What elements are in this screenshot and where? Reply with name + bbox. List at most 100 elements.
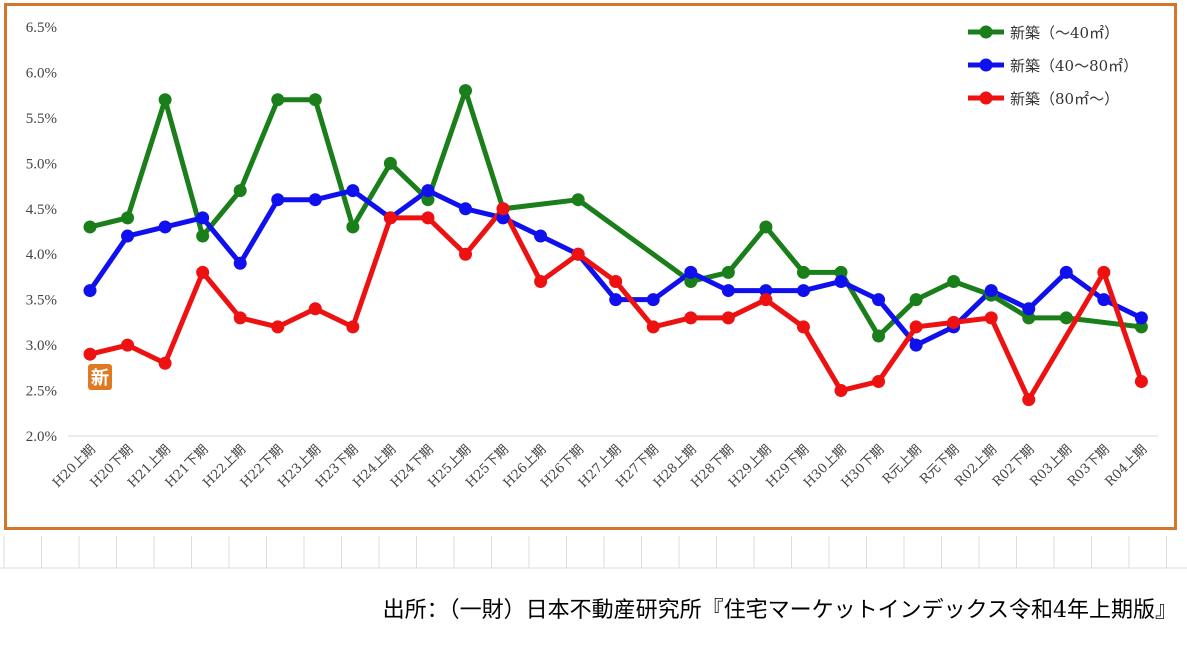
data-point [121, 338, 135, 352]
spreadsheet-gridlines [0, 536, 1187, 569]
data-point [496, 202, 510, 216]
data-point [571, 247, 585, 261]
data-point [346, 320, 360, 334]
series-line [87, 206, 1144, 403]
data-point [1022, 302, 1036, 316]
data-point [196, 211, 210, 225]
legend-label: 新築（40～80㎡） [1010, 57, 1138, 75]
new-badge-label: 新 [91, 367, 109, 389]
data-point [1097, 265, 1111, 279]
data-point [346, 184, 360, 198]
data-point [909, 320, 923, 334]
data-point [909, 338, 923, 352]
data-point [83, 347, 97, 361]
data-point [796, 284, 810, 298]
data-point [308, 193, 322, 207]
data-point [459, 247, 472, 261]
y-tick-label: 2.5% [26, 384, 57, 400]
y-tick-label: 5.0% [26, 156, 57, 172]
legend-marker [979, 58, 993, 72]
data-point [721, 265, 735, 279]
data-point [947, 274, 961, 288]
x-tick-label: R04上期 [1103, 442, 1151, 490]
data-point [459, 84, 472, 98]
data-point [909, 293, 923, 307]
data-point [1134, 311, 1148, 325]
data-point [534, 229, 548, 243]
legend-marker [979, 91, 993, 105]
data-point [834, 274, 848, 288]
y-tick-label: 3.5% [26, 293, 57, 309]
source-caption: 出所：（一財）日本不動産研究所『住宅マーケットインデックス令和4年上期版』 [382, 598, 1177, 623]
data-point [534, 274, 548, 288]
data-point [872, 329, 886, 343]
data-point [308, 93, 322, 107]
data-point [684, 311, 698, 325]
data-point [834, 384, 848, 398]
data-point [158, 356, 172, 370]
data-point [984, 311, 998, 325]
legend-label: 新築（80㎡～） [1010, 90, 1119, 108]
y-tick-label: 3.0% [26, 338, 57, 354]
data-point [83, 220, 97, 234]
data-point [834, 265, 848, 279]
data-point [1097, 293, 1111, 307]
data-point [759, 284, 773, 298]
data-point [233, 184, 247, 198]
data-point [158, 93, 172, 107]
data-point [1134, 320, 1148, 334]
y-tick-label: 5.5% [26, 111, 57, 127]
y-tick-label: 2.0% [26, 429, 57, 445]
y-tick-label: 6.5% [26, 20, 57, 36]
data-point [121, 229, 135, 243]
data-point [1022, 311, 1036, 325]
data-point [759, 220, 773, 234]
y-tick-label: 6.0% [26, 65, 57, 81]
data-point [796, 320, 810, 334]
data-point [947, 315, 961, 329]
data-point [796, 265, 810, 279]
data-point [721, 284, 735, 298]
data-point [346, 220, 360, 234]
line-chart: 2.0% 2.5% 3.0% 3.5% 4.0% 4.5% 5.0% 5.5% 6.0% 6.5%… [26, 20, 1158, 491]
data-point [271, 93, 285, 107]
data-point [1059, 311, 1073, 325]
data-point [684, 265, 698, 279]
data-point [571, 193, 585, 207]
data-point [496, 211, 510, 225]
y-tick-label: 4.5% [26, 202, 57, 218]
data-point [984, 284, 998, 298]
data-point [196, 229, 210, 243]
data-point [609, 274, 623, 288]
data-point [196, 265, 210, 279]
legend-marker [979, 25, 993, 39]
data-point [459, 202, 472, 216]
data-point [233, 311, 247, 325]
data-point [646, 320, 660, 334]
data-point [308, 302, 322, 316]
data-point [421, 211, 435, 225]
data-point [83, 284, 97, 298]
x-tick-label: R元上期 [880, 442, 925, 487]
data-point [872, 374, 886, 388]
data-point [421, 184, 435, 198]
data-point [421, 193, 435, 207]
legend-label: 新築（～40㎡） [1010, 24, 1119, 42]
data-point [684, 274, 698, 288]
data-point [121, 211, 135, 225]
data-point [1059, 265, 1073, 279]
data-point [1022, 393, 1036, 407]
data-point [872, 293, 886, 307]
data-point [759, 293, 773, 307]
data-point [646, 293, 660, 307]
data-point [383, 156, 397, 170]
data-point [383, 211, 397, 225]
data-point [721, 311, 735, 325]
new-badge [88, 364, 112, 390]
y-tick-label: 4.0% [26, 247, 57, 263]
data-point [1134, 374, 1148, 388]
data-point [233, 256, 247, 270]
data-point [158, 220, 172, 234]
data-point [271, 193, 285, 207]
data-point [609, 293, 623, 307]
